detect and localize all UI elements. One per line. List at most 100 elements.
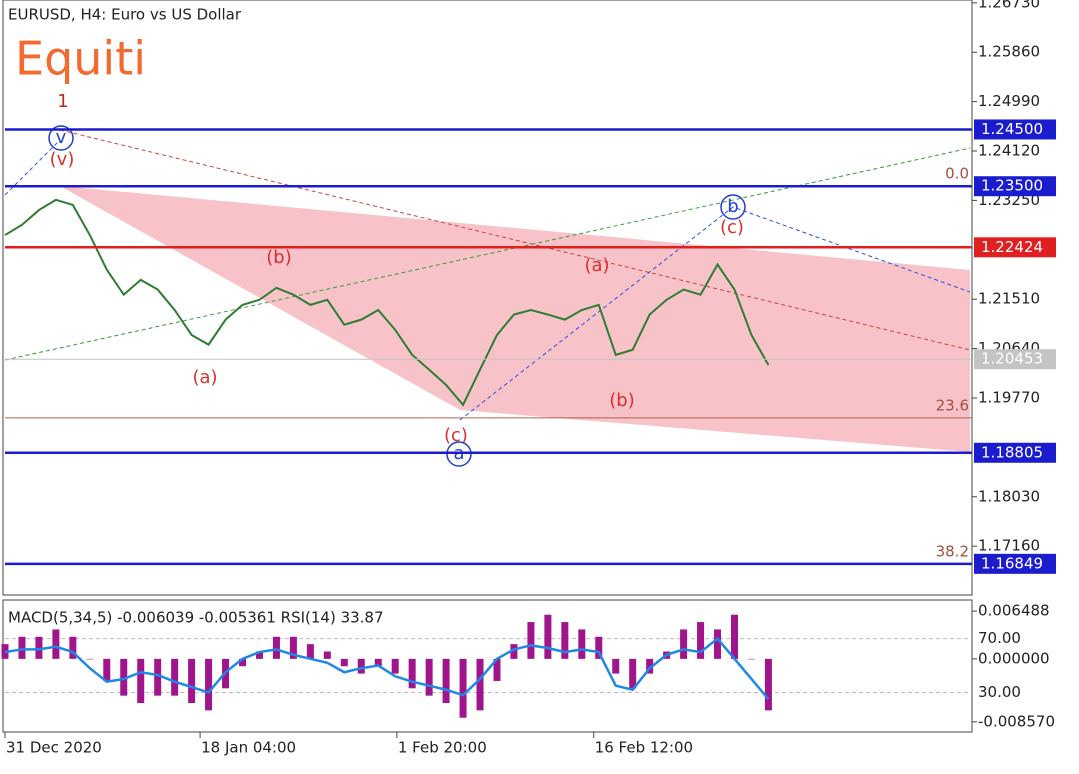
macd-bar — [289, 636, 297, 659]
trend-line — [4, 139, 61, 196]
x-tick-label: 1 Feb 20:00 — [398, 739, 487, 757]
macd-bar — [747, 658, 755, 660]
y-tick-label: 1.26730 — [978, 0, 1040, 11]
y-tick-label: 1.18030 — [978, 487, 1040, 505]
y-tick-label: 1.17160 — [978, 537, 1040, 555]
y-tick-label: 1.21510 — [978, 290, 1040, 308]
macd-bar — [459, 658, 467, 718]
x-tick-label: 16 Feb 12:00 — [595, 739, 693, 757]
macd-bar — [697, 622, 705, 659]
macd-bar — [188, 658, 196, 704]
y-tick-label: 1.25860 — [978, 43, 1040, 61]
macd-bar — [103, 658, 111, 681]
wave-label: (b) — [609, 390, 634, 411]
fib-label: 0.0 — [945, 165, 969, 183]
macd-bar — [629, 658, 637, 689]
price-level-box — [974, 119, 1056, 140]
price-level-label: 1.20453 — [981, 350, 1043, 368]
wave-label: v — [56, 127, 67, 148]
y-tick-label: 0.006488 — [978, 602, 1050, 620]
macd-bar — [205, 658, 213, 711]
wave-label: (v) — [50, 149, 75, 170]
wave-label: (c) — [444, 425, 468, 446]
macd-bar — [714, 629, 722, 659]
macd-bar — [18, 636, 26, 659]
wave-circle — [720, 194, 746, 220]
wave-label: b — [727, 196, 738, 217]
macd-bar — [527, 622, 535, 659]
macd-bar — [510, 644, 518, 659]
y-tick-label: 1.19770 — [978, 388, 1040, 406]
macd-bar — [340, 658, 348, 667]
macd-bar — [561, 622, 569, 659]
macd-bar — [680, 629, 688, 659]
x-tick-label: 31 Dec 2020 — [6, 739, 102, 757]
price-frame — [2, 0, 973, 596]
price-level-label: 1.23500 — [981, 177, 1043, 195]
macd-bar — [425, 658, 433, 696]
y2-tick-label: 70.00 — [978, 629, 1021, 647]
macd-bar — [442, 658, 450, 704]
macd-bar — [578, 629, 586, 659]
trend-line — [4, 147, 971, 361]
price-level-box — [974, 349, 1056, 370]
price-level-box — [974, 237, 1056, 258]
wave-label: (b) — [266, 247, 291, 268]
y-tick-label: 1.24990 — [978, 92, 1040, 110]
macd-bar — [154, 658, 162, 696]
watermark: Equiti — [15, 32, 146, 86]
macd-bar — [374, 658, 382, 667]
price-level-box — [974, 553, 1056, 574]
fib-fan — [60, 186, 970, 452]
fib-label: 38.2 — [936, 542, 969, 560]
trend-line — [59, 129, 971, 351]
y-tick-label: 1.24120 — [978, 142, 1040, 160]
trend-line — [459, 206, 971, 421]
fib-label: 23.6 — [936, 396, 969, 414]
macd-bar — [120, 658, 128, 696]
price-level-label: 1.24500 — [981, 120, 1043, 138]
macd-bar — [357, 658, 365, 674]
wave-label: (a) — [584, 255, 609, 276]
macd-bar — [595, 636, 603, 659]
price-level-label: 1.22424 — [981, 238, 1043, 256]
macd-bar — [239, 658, 247, 667]
price-level-box — [974, 442, 1056, 463]
price-line — [4, 198, 770, 407]
macd-bar — [493, 658, 501, 681]
symbol-title: EURUSD, H4: Euro vs US Dollar — [8, 6, 242, 24]
macd-bar — [171, 658, 179, 696]
macd-bar — [35, 636, 43, 659]
wave-label: (c) — [720, 217, 744, 238]
macd-bar — [306, 644, 314, 659]
wave-circle — [48, 125, 74, 151]
wave-label: (a) — [192, 367, 217, 388]
macd-bar — [612, 658, 620, 674]
indicator-frame — [2, 599, 973, 733]
x-tick-label: 18 Jan 04:00 — [201, 739, 296, 757]
macd-bar — [86, 658, 94, 660]
macd-bar — [323, 651, 331, 659]
macd-bar — [255, 651, 263, 659]
macd-bar — [137, 658, 145, 704]
y2-tick-label: 30.00 — [978, 683, 1021, 701]
rsi-line — [4, 636, 770, 700]
y-tick-label: -0.008570 — [978, 712, 1055, 730]
indicator-title: MACD(5,34,5) -0.006039 -0.005361 RSI(14)… — [8, 609, 384, 627]
macd-bar — [391, 658, 399, 674]
macd-bar — [52, 629, 60, 659]
macd-bar — [476, 658, 484, 711]
macd-bar — [408, 658, 416, 689]
macd-bar — [272, 636, 280, 659]
price-level-box — [974, 176, 1056, 197]
macd-bar — [730, 614, 738, 659]
y-tick-label: 0.000000 — [978, 649, 1050, 667]
macd-bar — [646, 658, 654, 674]
price-level-label: 1.18805 — [981, 443, 1043, 461]
price-level-label: 1.16849 — [981, 554, 1043, 572]
macd-bar — [764, 658, 772, 711]
macd-bar — [544, 614, 552, 659]
wave-label: 1 — [57, 91, 68, 112]
macd-bar — [69, 636, 77, 659]
